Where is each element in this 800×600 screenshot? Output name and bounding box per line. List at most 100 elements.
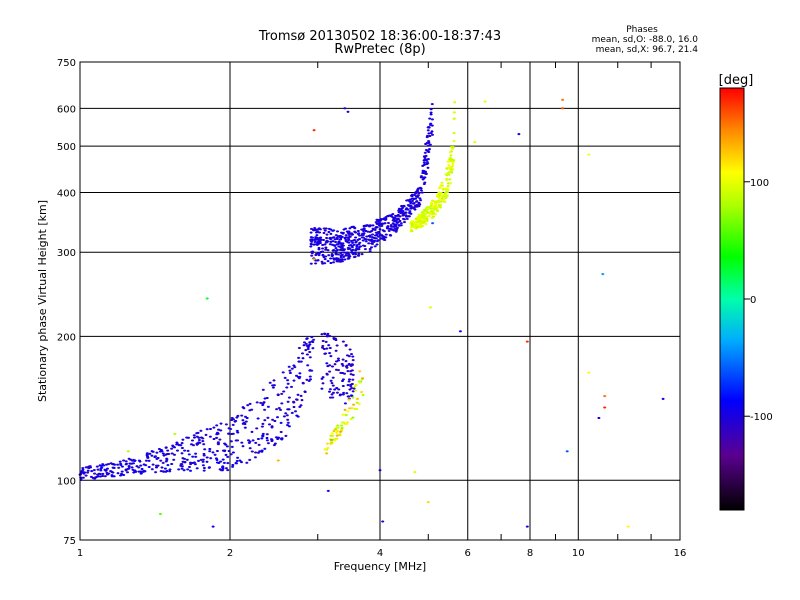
data-point-cross bbox=[430, 200, 434, 202]
data-point-cross bbox=[306, 346, 310, 348]
data-point-cross bbox=[220, 469, 224, 471]
data-point-cross bbox=[350, 250, 354, 252]
data-point-cross bbox=[364, 240, 368, 242]
data-point-cross bbox=[425, 216, 429, 218]
data-point-cross bbox=[194, 453, 198, 455]
data-point-cross bbox=[193, 437, 196, 439]
data-point-cross bbox=[268, 382, 272, 384]
data-point-cross bbox=[185, 459, 189, 461]
data-point-cross bbox=[449, 160, 453, 162]
data-point-cross bbox=[363, 225, 367, 227]
data-point-cross bbox=[411, 225, 415, 227]
data-point-cross bbox=[382, 236, 386, 238]
data-point-cross bbox=[371, 243, 374, 245]
data-point-cross bbox=[351, 374, 355, 376]
data-point-cross bbox=[205, 428, 209, 430]
data-point-cross bbox=[323, 258, 327, 260]
data-point-cross bbox=[335, 387, 339, 389]
data-point-cross bbox=[201, 459, 205, 461]
data-point-cross bbox=[150, 468, 154, 470]
data-point-cross bbox=[106, 468, 109, 470]
data-point-cross bbox=[420, 211, 424, 213]
data-point-cross bbox=[84, 475, 88, 477]
data-point-cross bbox=[166, 450, 170, 452]
data-point-cross bbox=[317, 243, 321, 245]
data-point-cross bbox=[422, 217, 426, 219]
data-point-cross bbox=[448, 151, 452, 153]
data-point-cross bbox=[273, 420, 277, 422]
data-point-cross bbox=[362, 227, 366, 229]
data-point-cross bbox=[231, 464, 235, 466]
data-point-cross bbox=[308, 376, 312, 378]
data-point-cross bbox=[326, 490, 330, 492]
data-point-cross bbox=[361, 377, 365, 379]
data-point-cross bbox=[341, 378, 345, 380]
data-point-cross bbox=[341, 380, 344, 382]
y-tick-label: 500 bbox=[57, 142, 76, 153]
data-point-cross bbox=[425, 219, 429, 221]
data-point-cross bbox=[125, 463, 129, 465]
data-point-cross bbox=[263, 409, 267, 411]
data-point-cross bbox=[483, 101, 487, 102]
data-point-cross bbox=[197, 437, 201, 439]
data-point-cross bbox=[341, 372, 345, 374]
data-point-cross bbox=[347, 234, 351, 236]
data-point-cross bbox=[414, 221, 418, 223]
data-point-cross bbox=[229, 428, 233, 430]
data-point-cross bbox=[234, 462, 238, 464]
data-point-cross bbox=[435, 208, 439, 210]
data-point-cross bbox=[255, 401, 259, 403]
data-point-cross bbox=[384, 236, 388, 238]
data-point-cross bbox=[337, 259, 341, 261]
data-point-cross bbox=[323, 243, 327, 245]
data-point-cross bbox=[561, 107, 565, 109]
data-point-cross bbox=[343, 248, 347, 250]
data-point-cross bbox=[217, 429, 220, 431]
data-point-cross bbox=[110, 475, 114, 477]
data-point-cross bbox=[355, 398, 359, 400]
data-point-cross bbox=[201, 464, 205, 466]
data-point-cross bbox=[330, 441, 333, 443]
data-point-cross bbox=[209, 428, 212, 430]
data-point-cross bbox=[364, 238, 368, 240]
data-point-cross bbox=[376, 220, 380, 222]
data-point-cross bbox=[428, 135, 432, 137]
data-point-cross bbox=[109, 470, 113, 472]
data-point-cross bbox=[363, 248, 367, 250]
data-point-cross bbox=[415, 218, 418, 220]
data-point-cross bbox=[146, 457, 150, 459]
data-point-cross bbox=[215, 437, 219, 439]
data-point-cross bbox=[429, 212, 433, 214]
data-point-cross bbox=[347, 399, 351, 401]
data-point-cross bbox=[189, 463, 193, 465]
data-point-cross bbox=[517, 133, 521, 135]
data-point-cross bbox=[199, 430, 203, 432]
data-point-cross bbox=[183, 461, 187, 463]
data-point-cross bbox=[415, 224, 419, 226]
data-point-cross bbox=[137, 471, 141, 473]
data-point-cross bbox=[448, 157, 452, 159]
x-tick-label: 16 bbox=[674, 548, 687, 559]
data-point-cross bbox=[375, 219, 379, 221]
data-point-cross bbox=[318, 242, 322, 244]
data-point-cross bbox=[418, 214, 422, 216]
data-point-cross bbox=[93, 478, 97, 479]
data-point-cross bbox=[308, 351, 312, 353]
data-point-cross bbox=[429, 132, 433, 134]
data-point-cross bbox=[258, 450, 262, 452]
data-point-cross bbox=[309, 263, 313, 265]
data-point-cross bbox=[349, 370, 353, 372]
data-point-cross bbox=[219, 461, 223, 463]
data-point-cross bbox=[401, 210, 405, 212]
data-point-cross bbox=[107, 473, 111, 475]
x-tick-label: 8 bbox=[527, 548, 533, 559]
data-point-cross bbox=[449, 154, 453, 156]
data-point-cross bbox=[343, 259, 347, 260]
data-point-cross bbox=[321, 263, 325, 265]
data-point-cross bbox=[191, 456, 195, 458]
data-point-cross bbox=[439, 186, 442, 188]
y-tick-label: 400 bbox=[57, 188, 76, 199]
data-point-cross bbox=[426, 209, 430, 211]
data-point-cross bbox=[342, 256, 346, 258]
data-point-cross bbox=[322, 232, 326, 234]
